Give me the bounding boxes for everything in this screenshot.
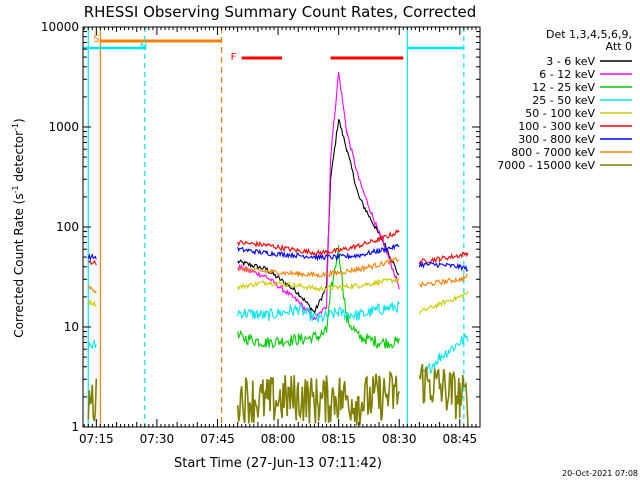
- y-axis-label-mid: detector: [12, 131, 26, 186]
- y-tick-label: 100: [56, 220, 79, 234]
- legend-label: 50 - 100 keV: [525, 107, 595, 120]
- x-tick-label: 07:30: [140, 432, 175, 446]
- x-tick-label: 08:45: [443, 432, 478, 446]
- legend-label: 6 - 12 keV: [539, 68, 595, 81]
- x-tick-label: 07:45: [200, 432, 235, 446]
- y-axis-label-main: Corrected Count Rate (s: [12, 193, 26, 337]
- series-line-5: [87, 229, 469, 266]
- y-tick-label: 10: [64, 320, 79, 334]
- x-axis-label: Start Time (27-Jun-13 07:11:42): [174, 456, 382, 471]
- y-axis-label: Corrected Count Rate (s-1 detector-1): [11, 118, 26, 337]
- legend-item: 50 - 100 keV: [525, 107, 632, 120]
- footer-date: 20-Oct-2021 07:08: [562, 469, 638, 478]
- legend-item: 800 - 7000 keV: [511, 146, 632, 159]
- flag-layer: S N F: [83, 27, 465, 427]
- series-line-6: [87, 243, 469, 272]
- series-line-3: [87, 300, 469, 380]
- y-axis-label-sup1: -1: [11, 185, 20, 193]
- legend-item: 7000 - 15000 keV: [497, 159, 632, 172]
- x-tick-label: 08:15: [321, 432, 356, 446]
- y-axis-label-end: ): [12, 118, 26, 123]
- legend-label: 25 - 50 keV: [532, 94, 595, 107]
- x-tick-label: 07:15: [79, 432, 114, 446]
- chart-title: RHESSI Observing Summary Count Rates, Co…: [84, 3, 477, 21]
- legend-item: 25 - 50 keV: [532, 94, 632, 107]
- axes-layer: 1 10 100 1000 10000 07:15 07:30 07:45 08:00 08:15…: [41, 20, 481, 446]
- legend-item: 300 - 800 keV: [518, 133, 632, 146]
- plot-frame: [82, 26, 481, 428]
- legend-label: 3 - 6 keV: [546, 55, 595, 68]
- y-tick-label: 1000: [48, 120, 79, 134]
- legend-header-line-2: Att 0: [606, 40, 632, 53]
- legend-item: 12 - 25 keV: [532, 81, 632, 94]
- series-line-8: [87, 364, 469, 426]
- legend-item: 100 - 300 keV: [518, 120, 632, 133]
- legend-label: 12 - 25 keV: [532, 81, 595, 94]
- series-line-7: [87, 256, 469, 294]
- legend-label: 100 - 300 keV: [518, 120, 595, 133]
- series-line-1: [237, 71, 400, 321]
- y-tick-label: 10000: [41, 20, 79, 34]
- legend-header-line-1: Det 1,3,4,5,6,9,: [546, 28, 632, 41]
- series-line-2: [237, 245, 400, 350]
- series-line-4: [87, 276, 469, 315]
- flag-label-f: F: [231, 52, 237, 63]
- x-tick-label: 08:30: [382, 432, 417, 446]
- legend-label: 800 - 7000 keV: [511, 146, 595, 159]
- legend-item: 6 - 12 keV: [539, 68, 632, 81]
- x-tick-label: 08:00: [261, 432, 296, 446]
- flag-label-n: N: [140, 42, 147, 53]
- series-line-0: [237, 119, 400, 314]
- y-tick-label: 1: [71, 420, 79, 434]
- y-axis-label-sup2: -1: [11, 123, 20, 131]
- series-layer: [87, 71, 469, 426]
- flag-label-s: S: [93, 34, 99, 45]
- legend-item: 3 - 6 keV: [546, 55, 632, 68]
- legend-label: 7000 - 15000 keV: [497, 159, 595, 172]
- legend-label: 300 - 800 keV: [518, 133, 595, 146]
